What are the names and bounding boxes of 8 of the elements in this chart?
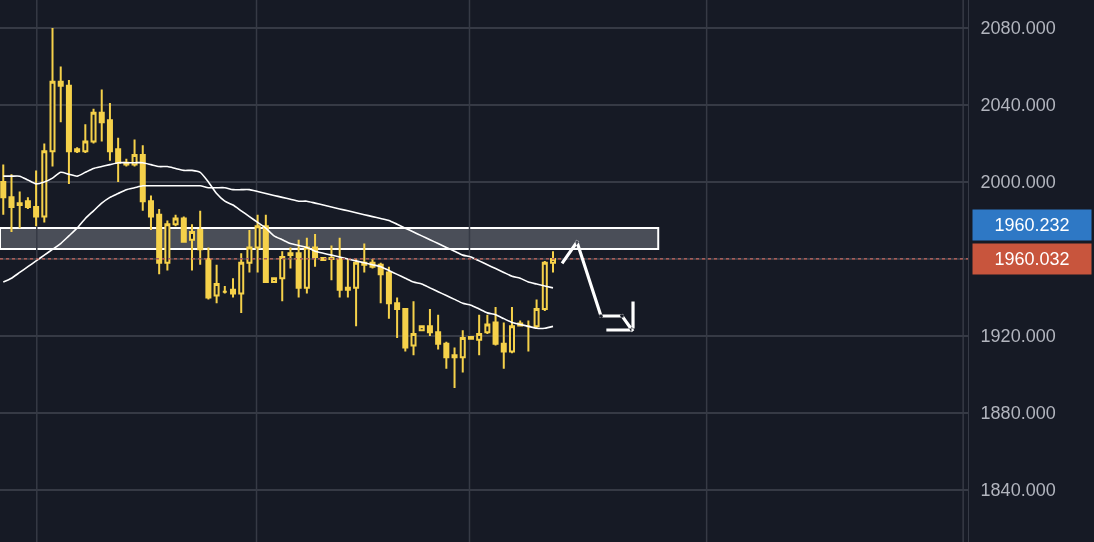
ref-line-label: 1960.032 — [994, 249, 1070, 269]
y-tick-label: 2040.000 — [980, 95, 1056, 116]
y-tick-label: 1880.000 — [980, 403, 1056, 424]
y-tick-label: 1840.000 — [980, 480, 1056, 501]
y-tick-label: 2080.000 — [980, 18, 1056, 39]
y-tick-label: 2000.000 — [980, 172, 1056, 193]
ref-line-label: 1960.232 — [994, 215, 1070, 235]
y-tick-label: 1920.000 — [980, 326, 1056, 347]
